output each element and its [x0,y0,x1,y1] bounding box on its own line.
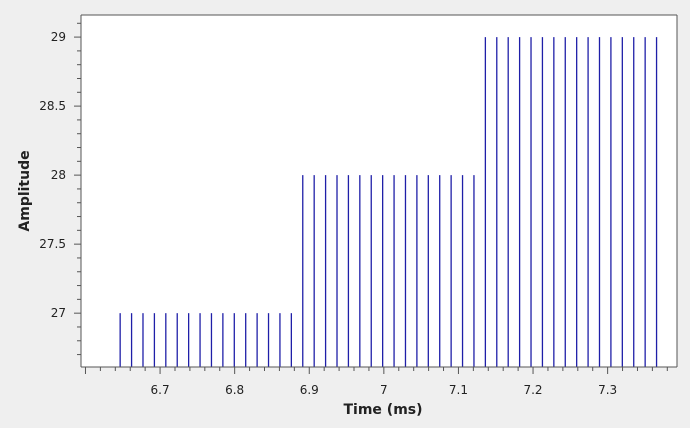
y-tick-label: 28.5 [39,99,66,113]
x-tick-label: 7.3 [598,383,617,397]
x-tick-label: 7.1 [449,383,468,397]
axes: 27 27.5 28 28.5 29 6.7 6.8 6.9 7 7.1 7.2 7.3 [39,14,678,397]
x-tick-label: 6.9 [300,383,319,397]
y-tick-label: 27.5 [39,237,66,251]
y-tick-label: 28 [51,168,66,182]
x-tick-label: 6.7 [151,383,170,397]
plot-area [81,15,677,367]
x-axis-title: Time (ms) [343,402,422,418]
y-tick-label: 29 [51,30,66,44]
x-tick-label: 7.2 [523,383,542,397]
x-tick-label: 6.8 [225,383,244,397]
stem-series [119,37,658,367]
y-tick-label: 27 [51,306,66,320]
y-axis-title: Amplitude [17,150,33,231]
x-tick-label: 7 [380,383,388,397]
